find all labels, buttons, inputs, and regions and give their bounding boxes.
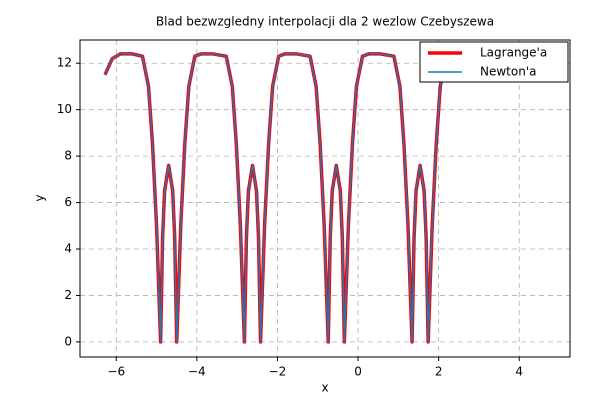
line-series xyxy=(103,52,449,344)
legend-label: Lagrange'a xyxy=(480,46,547,60)
legend-label: Newton'a xyxy=(480,65,536,79)
x-tick-label: 4 xyxy=(515,365,523,379)
x-axis-label: x xyxy=(321,381,328,395)
chart-title: Blad bezwzgledny interpolacji dla 2 wezl… xyxy=(156,15,494,29)
y-tick-label: 0 xyxy=(64,334,72,348)
line-series xyxy=(104,53,448,343)
x-tick-label: 0 xyxy=(354,365,362,379)
x-tick-label: −2 xyxy=(269,365,287,379)
legend-box xyxy=(419,41,569,83)
x-tick-label: −4 xyxy=(188,365,206,379)
y-tick-label: 8 xyxy=(64,149,72,163)
y-tick-label: 10 xyxy=(57,102,72,116)
legend: Lagrange'a Newton'a xyxy=(419,41,569,83)
plot-frame xyxy=(79,39,571,358)
y-tick-label: 2 xyxy=(64,288,72,302)
y-axis-label: y xyxy=(33,194,47,201)
y-tick-label: 4 xyxy=(64,242,72,256)
x-tick-label: −6 xyxy=(107,365,125,379)
y-tick-label: 12 xyxy=(57,56,72,70)
x-tick-label: 2 xyxy=(435,365,443,379)
y-tick-label: 6 xyxy=(64,195,72,209)
